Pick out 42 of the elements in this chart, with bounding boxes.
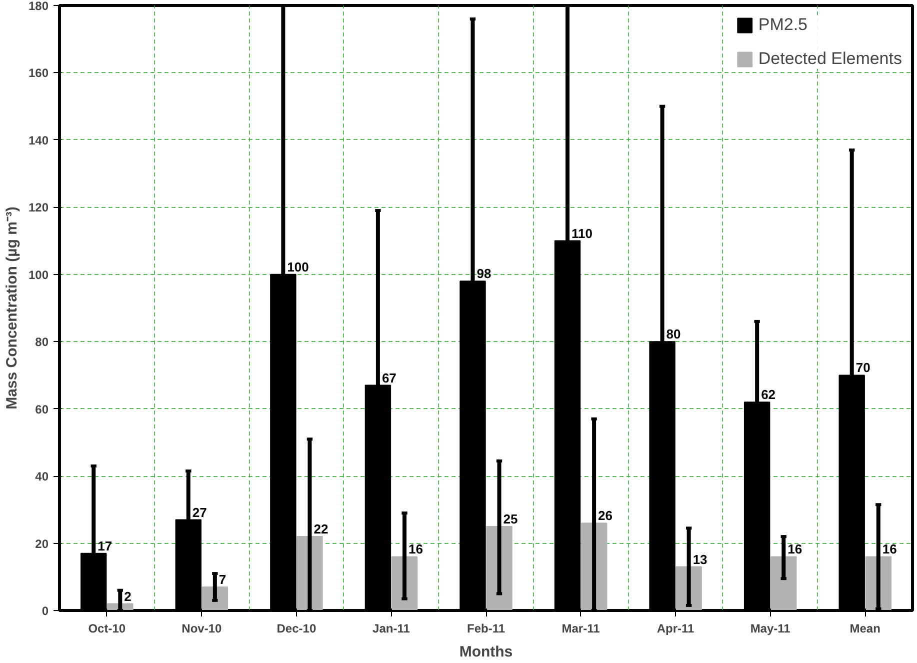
data-label: 22	[314, 522, 328, 537]
y-tick-label: 60	[35, 402, 49, 416]
y-tick-label: 100	[28, 268, 49, 282]
y-tick-label: 20	[35, 536, 49, 551]
data-label: 62	[761, 387, 776, 402]
data-label: 13	[692, 552, 708, 567]
data-label: 2	[124, 588, 132, 604]
x-tick-label: May-11	[750, 622, 791, 636]
data-label: 98	[476, 266, 492, 282]
y-tick-label: 180	[28, 0, 49, 13]
data-label: 70	[856, 360, 870, 376]
y-tick-label: 160	[28, 66, 49, 80]
bar	[770, 556, 797, 610]
y-tick-label: 120	[28, 200, 49, 215]
legend-label: Detected Elements	[758, 49, 902, 69]
y-tick-label: 140	[28, 133, 49, 148]
y-tick-label: 40	[35, 470, 49, 484]
data-label: 80	[666, 326, 681, 342]
y-tick-label: 0	[42, 604, 49, 618]
data-label: 110	[572, 226, 592, 241]
x-tick-label: Apr-11	[656, 622, 695, 636]
legend-label: PM2.5	[758, 15, 808, 35]
data-label: 16	[408, 542, 423, 557]
x-tick-label: Dec-10	[276, 622, 316, 636]
x-tick-label: Feb-11	[466, 622, 506, 636]
x-tick-label: Mean	[850, 622, 880, 636]
x-tick-label: Nov-10	[182, 622, 222, 636]
data-label: 16	[788, 542, 802, 557]
x-tick-label: Oct-10	[88, 622, 126, 636]
data-label: 16	[882, 542, 897, 557]
x-tick-label: Mar-11	[562, 622, 600, 636]
x-tick-label: Jan-11	[372, 622, 410, 636]
data-label: 25	[503, 511, 518, 526]
data-label: 26	[598, 508, 613, 524]
data-label: 100	[287, 259, 309, 274]
y-tick-label: 80	[35, 335, 49, 350]
x-axis-title: Months	[459, 644, 513, 660]
data-label: 7	[218, 572, 226, 587]
data-label: 27	[192, 504, 207, 520]
data-label: 67	[382, 370, 396, 386]
y-axis-title: Mass Concentration (µg m⁻³)	[3, 206, 20, 410]
data-label: 17	[98, 538, 112, 554]
